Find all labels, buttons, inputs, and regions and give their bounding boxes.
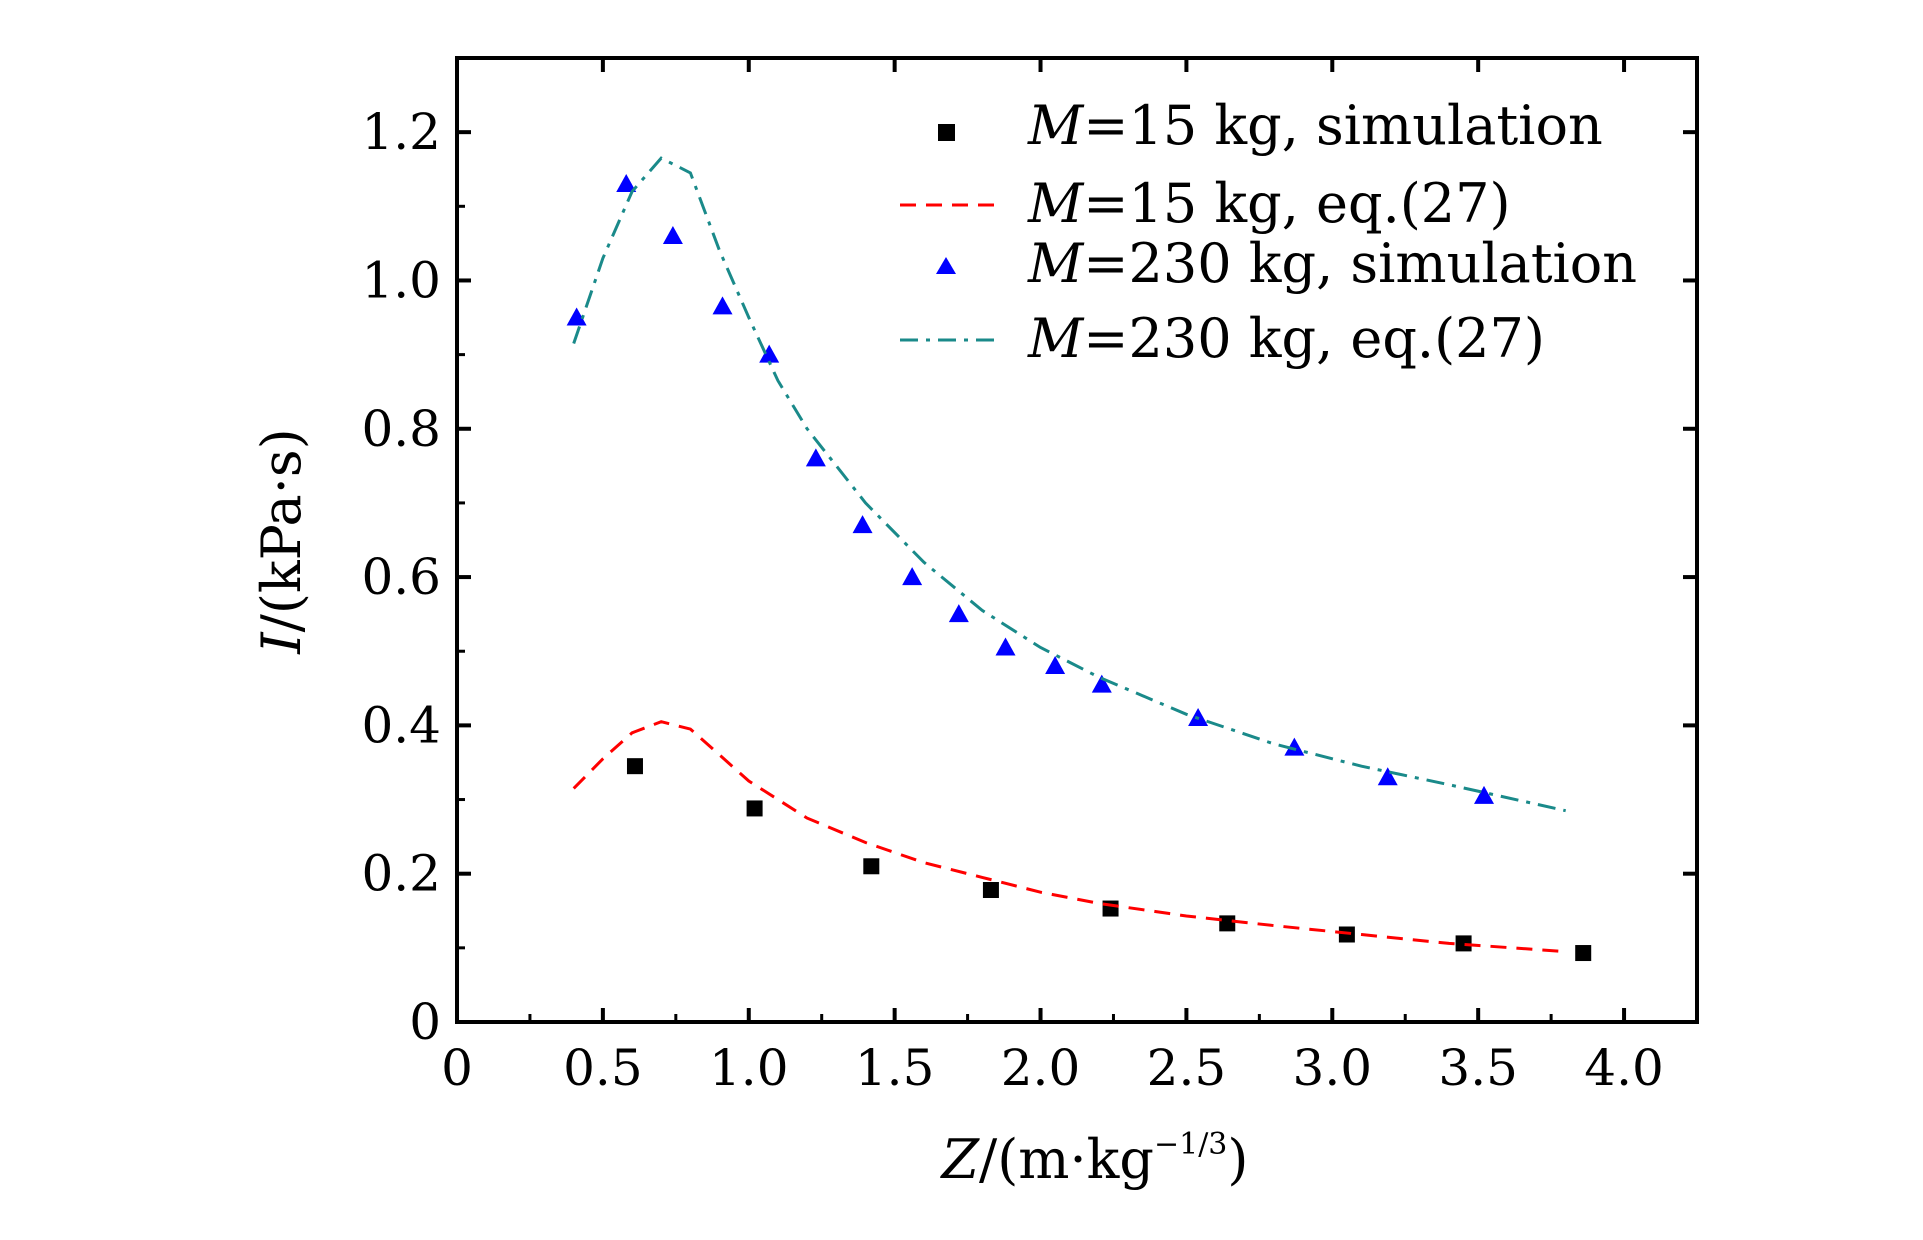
x-tick-label: 3.5 — [1438, 1039, 1518, 1097]
y-tick-label: 1.0 — [361, 251, 441, 309]
x-tick-label: 3.0 — [1293, 1039, 1373, 1097]
data-point-triangle — [1474, 785, 1495, 804]
y-tick-label: 0.2 — [361, 845, 441, 903]
x-tick-label: 4.0 — [1584, 1039, 1664, 1097]
legend-label-m230-eq: M=230 kg, eq.(27) — [1027, 307, 1545, 370]
legend-marker-triangle — [936, 257, 956, 274]
x-tick-label: 2.0 — [1001, 1039, 1081, 1097]
x-tick-label: 0.5 — [563, 1039, 643, 1097]
data-point-square — [626, 758, 643, 775]
y-tick-label: 0 — [409, 993, 441, 1051]
data-point-square — [746, 800, 763, 817]
plot-frame — [455, 56, 1699, 1024]
legend-label-m230-sim: M=230 kg, simulation — [1027, 232, 1637, 295]
y-axis: 0 0.2 0.4 0.6 0.8 1.0 1.2 — [361, 103, 1697, 1051]
x-tick-label: 1.5 — [855, 1039, 935, 1097]
series-line-1 — [572, 720, 1566, 954]
data-point-triangle — [995, 637, 1016, 656]
x-axis-title: Z/(m·kg−1/3) — [940, 1127, 1249, 1191]
data-point-square — [982, 882, 999, 899]
y-tick-label: 0.8 — [361, 400, 441, 458]
x-axis: 0 0.5 1.0 1.5 2.0 2.5 3.0 3.5 4.0 — [441, 58, 1664, 1097]
series-line-3 — [572, 156, 1567, 813]
data-point-triangle — [902, 567, 923, 586]
data-point-square — [863, 858, 880, 875]
data-point-triangle — [1045, 656, 1066, 675]
data-point-triangle — [1091, 674, 1112, 693]
legend-label-m15-eq: M=15 kg, eq.(27) — [1027, 172, 1511, 235]
y-tick-label: 0.6 — [361, 548, 441, 606]
data-point-triangle — [616, 174, 637, 193]
data-point-triangle — [662, 225, 683, 244]
data-point-triangle — [566, 307, 587, 326]
legend: M=15 kg, simulation M=15 kg, eq.(27) M=2… — [900, 94, 1637, 370]
y-tick-label: 0.4 — [361, 696, 441, 754]
legend-marker-square — [938, 124, 955, 141]
data-point-square — [1575, 945, 1592, 962]
x-tick-label: 0 — [441, 1039, 473, 1097]
data-point-triangle — [948, 604, 969, 623]
data-point-triangle — [805, 448, 826, 467]
data-point-triangle — [1284, 737, 1305, 756]
data-point-square — [1455, 935, 1472, 952]
data-point-triangle — [852, 515, 873, 534]
x-tick-label: 2.5 — [1147, 1039, 1227, 1097]
y-axis-title: I/(kPa·s) — [250, 428, 313, 654]
plot-border — [455, 56, 1699, 1024]
x-tick-label: 1.0 — [709, 1039, 789, 1097]
plot-area — [566, 156, 1592, 962]
data-point-triangle — [759, 344, 780, 363]
data-point-triangle — [712, 296, 733, 315]
data-point-triangle — [1377, 767, 1398, 786]
legend-label-m15-sim: M=15 kg, simulation — [1027, 94, 1603, 157]
data-point-square — [1219, 915, 1236, 932]
y-tick-label: 1.2 — [361, 103, 441, 161]
